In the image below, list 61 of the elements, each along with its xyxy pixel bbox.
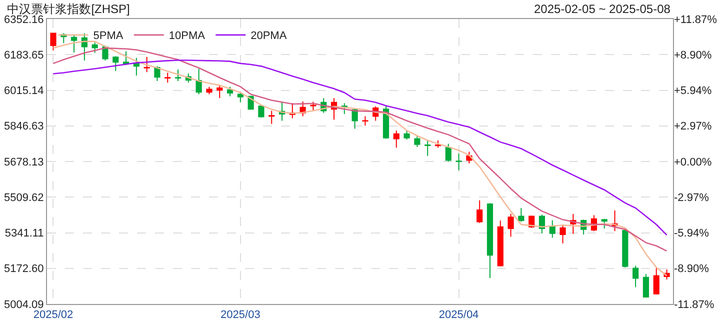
candlestick xyxy=(486,202,494,279)
candlestick xyxy=(549,220,556,238)
candlestick xyxy=(237,92,244,103)
candlestick xyxy=(154,66,160,82)
y2-tick-label: +0.00% xyxy=(674,156,712,168)
y-tick-label: 6015.14 xyxy=(4,85,44,98)
y-tick-label: 6352.16 xyxy=(4,14,44,26)
y2-tick-label: -5.94% xyxy=(674,228,710,240)
y2-tick-label: +2.97% xyxy=(674,120,712,133)
candlestick xyxy=(216,84,223,99)
candlestick xyxy=(206,86,212,95)
candlestick xyxy=(404,130,410,140)
chart-title: 中汉票针浆指数[ZHSP] xyxy=(7,2,130,16)
y2-tick-label: +11.87% xyxy=(674,14,718,26)
candlestick xyxy=(642,274,650,298)
legend-label: 20PMA xyxy=(250,30,288,42)
candlestick xyxy=(632,265,639,288)
x-tick-label: 2025/04 xyxy=(438,309,479,320)
y-tick-label: 5004.09 xyxy=(4,298,44,311)
y-tick-label: 5509.62 xyxy=(4,192,44,204)
candlestick xyxy=(382,105,390,140)
candlestick xyxy=(497,220,504,267)
y-tick-label: 6183.65 xyxy=(4,49,44,62)
candlestick xyxy=(258,104,264,118)
candlestick xyxy=(476,200,483,224)
candlestick xyxy=(196,68,202,95)
y-tick-label: 5846.63 xyxy=(4,120,44,133)
candlestick xyxy=(622,228,628,268)
y2-tick-label: +5.94% xyxy=(674,85,712,98)
y2-tick-label: -11.87% xyxy=(674,298,714,311)
x-tick-label: 2025/03 xyxy=(220,309,260,320)
y-tick-label: 5172.60 xyxy=(4,263,44,276)
chart-subtitle: 2025-02-05 ~ 2025-05-08 xyxy=(534,2,671,16)
candlestick xyxy=(560,224,566,244)
y-tick-label: 5678.13 xyxy=(4,156,44,168)
candlestick xyxy=(362,116,368,126)
candlestick xyxy=(518,208,524,222)
candlestick xyxy=(164,72,171,84)
candlestick xyxy=(508,213,514,238)
candlestick xyxy=(268,110,275,124)
candlestick xyxy=(81,32,88,61)
y2-tick-label: +8.90% xyxy=(674,50,712,62)
legend-label: 10PMA xyxy=(168,30,206,42)
candlestick xyxy=(70,35,78,53)
candlestick xyxy=(112,56,119,72)
y2-tick-label: -8.90% xyxy=(674,263,710,276)
y2-tick-label: -2.97% xyxy=(674,192,710,204)
y-tick-label: 5341.11 xyxy=(4,228,44,240)
candlestick xyxy=(50,32,56,51)
candlestick xyxy=(456,152,462,171)
candlestick xyxy=(174,69,182,82)
legend-label: 5PMA xyxy=(93,30,124,42)
candlestick xyxy=(424,140,431,156)
candlestick xyxy=(92,42,98,54)
candlestick xyxy=(445,143,452,162)
candlestick xyxy=(414,135,420,148)
candlestick xyxy=(601,218,608,230)
x-tick-label: 2025/02 xyxy=(33,309,74,320)
candlestick xyxy=(144,56,150,73)
candlestick xyxy=(393,130,400,148)
candlestick xyxy=(653,268,660,296)
